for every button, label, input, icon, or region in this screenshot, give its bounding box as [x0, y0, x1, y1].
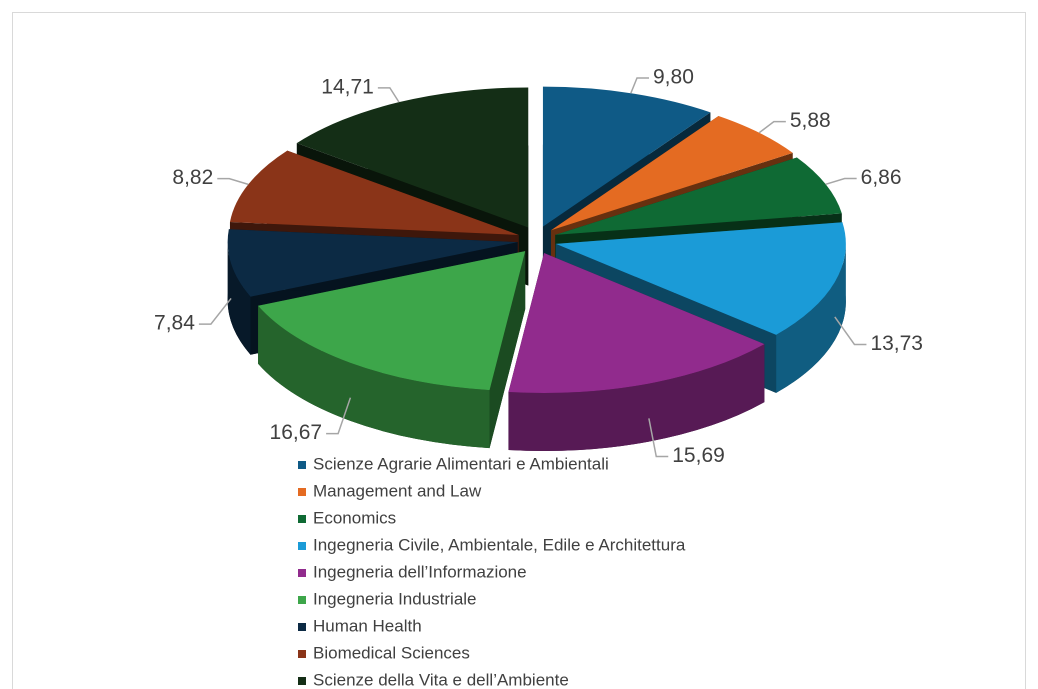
slice-top	[258, 251, 526, 391]
data-label: 7,84	[154, 312, 195, 335]
slice-top	[296, 87, 529, 228]
legend-label: Ingegneria dell’Informazione	[313, 562, 527, 581]
slice-top	[542, 86, 711, 227]
slice-top	[551, 115, 793, 231]
slice-top	[227, 229, 518, 297]
legend-swatch	[298, 488, 306, 496]
legend-swatch	[298, 569, 306, 577]
data-label: 13,73	[870, 332, 923, 355]
slice-top	[555, 157, 842, 235]
pie-slice	[258, 251, 526, 449]
data-label: 5,88	[790, 109, 831, 132]
legend-label: Scienze Agrarie Alimentari e Ambientali	[313, 454, 609, 473]
data-label: 8,82	[172, 166, 213, 189]
legend-label: Economics	[313, 508, 396, 527]
legend-label: Scienze della Vita e dell’Ambiente	[313, 670, 569, 689]
legend-swatch	[298, 623, 306, 631]
data-label: 16,67	[270, 421, 323, 444]
legend-label: Biomedical Sciences	[313, 643, 470, 662]
leader-line	[825, 177, 857, 186]
data-label: 6,86	[861, 166, 902, 189]
leader-line	[648, 418, 669, 458]
slice-top	[229, 150, 519, 235]
leader-line	[834, 316, 867, 346]
legend-swatch	[298, 650, 306, 658]
legend-swatch	[298, 596, 306, 604]
slice-side	[258, 305, 490, 449]
legend-swatch	[298, 542, 306, 550]
leader-line	[217, 177, 249, 186]
data-label: 15,69	[672, 444, 725, 467]
data-label: 9,80	[653, 66, 694, 89]
slice-top	[508, 253, 765, 394]
legend-swatch	[298, 461, 306, 469]
pie-slice	[508, 253, 765, 452]
leader-line	[198, 297, 232, 325]
legend-label: Human Health	[313, 616, 422, 635]
leader-line	[377, 87, 400, 103]
slice-top	[555, 222, 846, 335]
leader-line	[630, 77, 650, 94]
slice-side	[776, 243, 846, 393]
legend-label: Ingegneria Industriale	[313, 589, 477, 608]
slice-side	[508, 344, 765, 452]
slice-side	[227, 242, 251, 355]
leader-line	[758, 120, 786, 134]
legend-swatch	[298, 677, 306, 685]
legend-swatch	[298, 515, 306, 523]
legend-label: Ingegneria Civile, Ambientale, Edile e A…	[313, 535, 686, 554]
leader-line	[326, 397, 352, 435]
legend-label: Management and Law	[313, 481, 482, 500]
data-label: 14,71	[321, 75, 374, 98]
